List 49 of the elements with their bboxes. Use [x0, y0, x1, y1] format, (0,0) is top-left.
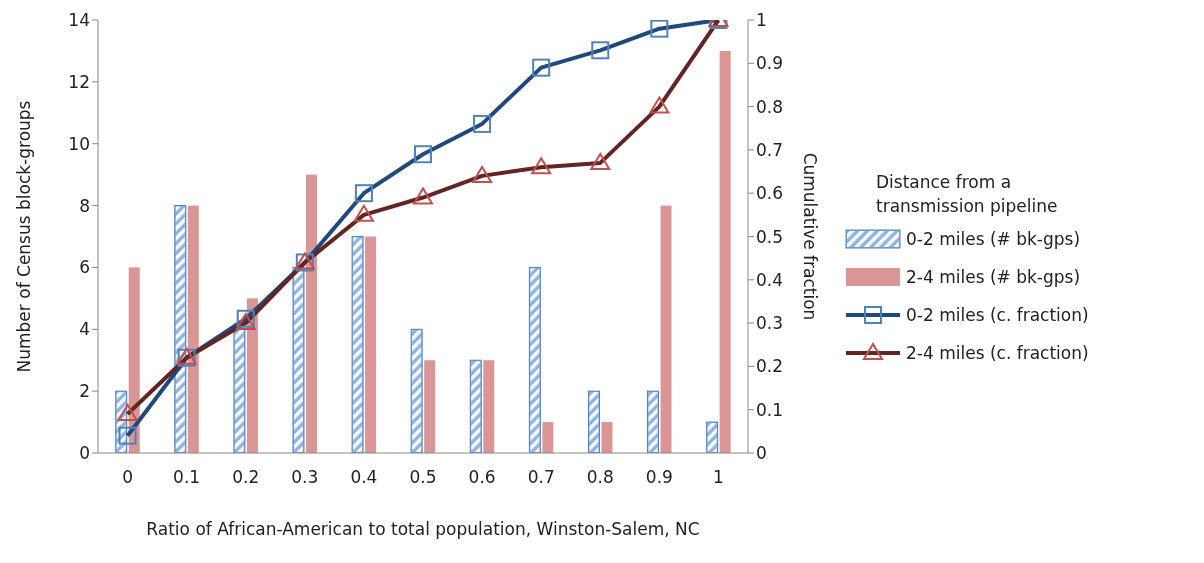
x-tick-label: 0.3: [291, 467, 319, 488]
bar: [306, 174, 317, 453]
bar: [660, 205, 672, 453]
y-tick-label: 0: [79, 443, 90, 464]
x-tick-label: 1: [713, 467, 724, 488]
legend-label: 0-2 miles (c. fraction): [906, 304, 1089, 325]
x-tick-label: 0.9: [645, 467, 673, 488]
y-tick-label: 2: [79, 381, 90, 402]
y2-tick-label: 0.7: [756, 139, 784, 160]
y-tick-label: 14: [68, 10, 90, 31]
x-tick-label: 0.8: [586, 467, 614, 488]
y-tick-label: 6: [79, 257, 90, 278]
x-tick-label: 0.7: [527, 467, 555, 488]
bar: [128, 267, 140, 453]
legend-label: 2-4 miles (c. fraction): [906, 342, 1089, 363]
y-tick-label: 8: [79, 195, 90, 216]
bar: [483, 360, 495, 453]
x-tick-label: 0: [122, 467, 133, 488]
bar: [542, 422, 554, 453]
x-axis-title: Ratio of African-American to total population, Winston-Salem, NC: [146, 519, 700, 539]
y2-tick-label: 0: [756, 443, 767, 464]
x-tick-label: 0.4: [350, 467, 378, 488]
y-tick-label: 4: [79, 319, 90, 340]
y2-tick-label: 0.8: [756, 96, 784, 117]
x-tick-label: 0.6: [468, 467, 496, 488]
y2-tick-label: 0.9: [756, 53, 784, 74]
x-tick-label: 0.5: [409, 467, 437, 488]
y2-tick-label: 0.6: [756, 183, 784, 204]
legend-title: Distance from a transmission pipeline: [875, 170, 1059, 218]
y-tick-label: 12: [68, 71, 90, 92]
y2-axis-title: Cumulative fraction: [799, 152, 820, 321]
y2-tick-label: 0.2: [756, 356, 784, 377]
bar: [246, 298, 258, 453]
bar: [365, 236, 377, 453]
y2-tick-label: 0.3: [756, 313, 784, 334]
y-tick-label: 10: [68, 133, 90, 154]
y-axis-title: Number of Census block-groups: [14, 100, 35, 373]
legend-label: 2-4 miles (# bk-gps): [906, 266, 1081, 287]
bar: [719, 50, 731, 453]
x-tick-label: 0.1: [173, 467, 201, 488]
y2-tick-label: 0.5: [756, 226, 784, 247]
y2-tick-label: 0.1: [756, 399, 784, 420]
y2-tick-label: 0.4: [756, 269, 784, 290]
y2-tick-label: 1: [756, 10, 767, 31]
bar: [187, 205, 199, 453]
x-tick-label: 0.2: [232, 467, 260, 488]
bar: [424, 360, 436, 453]
legend-label: 0-2 miles (# bk-gps): [906, 228, 1081, 249]
bar: [601, 422, 613, 453]
